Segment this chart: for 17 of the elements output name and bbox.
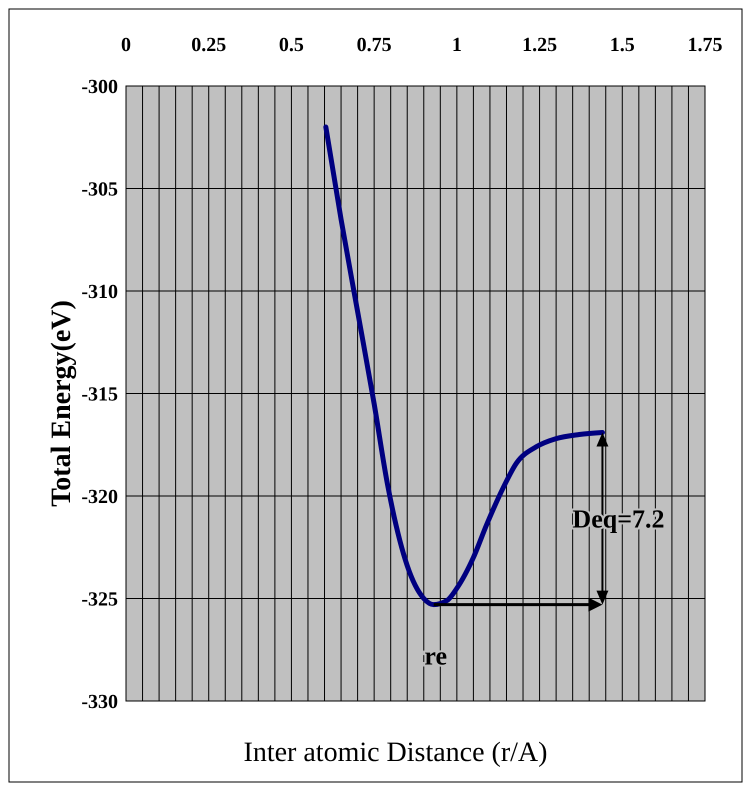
y-tick-label: -310 xyxy=(81,281,118,303)
y-tick-label: -305 xyxy=(81,178,118,200)
y-tick-label: -320 xyxy=(81,486,118,508)
y-tick-label: -330 xyxy=(81,691,118,713)
x-tick-label: 0.5 xyxy=(278,34,304,56)
y-tick-label: -300 xyxy=(81,76,118,98)
y-axis-title: Total Energy(eV) xyxy=(46,300,77,507)
x-tick-label: 1.25 xyxy=(522,34,558,56)
x-tick-label: 1 xyxy=(452,34,462,56)
x-tick-label: 0.75 xyxy=(356,34,392,56)
x-tick-label: 0 xyxy=(121,34,131,56)
y-tick-label: -315 xyxy=(81,384,118,406)
y-tick-label: -325 xyxy=(81,588,118,610)
x-tick-label: 1.75 xyxy=(688,34,722,56)
x-axis-title: Inter atomic Distance (r/A) xyxy=(244,737,548,768)
x-tick-label: 0.25 xyxy=(191,34,226,56)
x-tick-label: 1.5 xyxy=(610,34,635,56)
